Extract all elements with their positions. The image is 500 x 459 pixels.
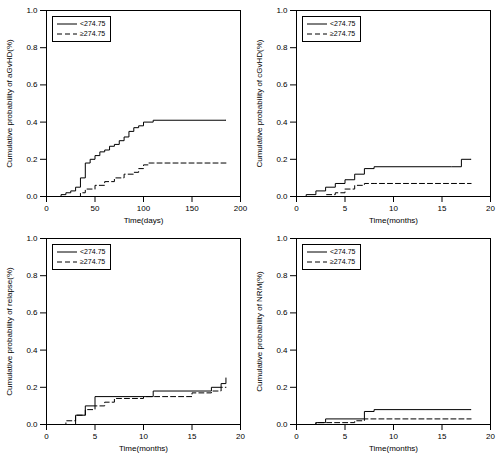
svg-text:Time(months): Time(months) [369, 216, 418, 225]
svg-text:15: 15 [438, 432, 447, 441]
svg-text:0.6: 0.6 [26, 308, 38, 317]
svg-text:0.8: 0.8 [276, 43, 288, 52]
svg-text:150: 150 [185, 204, 199, 213]
svg-text:0.4: 0.4 [26, 118, 38, 127]
svg-text:1.0: 1.0 [276, 6, 288, 15]
html-text:<274.75: <274.75 [80, 20, 106, 27]
svg-text:0.0: 0.0 [26, 420, 38, 429]
svg-text:10: 10 [139, 432, 148, 441]
svg-text:20: 20 [486, 432, 495, 441]
svg-text:5: 5 [93, 432, 98, 441]
html-text:<274.75: <274.75 [80, 248, 106, 255]
svg-text:1.0: 1.0 [276, 234, 288, 243]
svg-text:Time(months): Time(months) [369, 444, 418, 453]
svg-text:20: 20 [236, 432, 245, 441]
svg-text:0.6: 0.6 [276, 308, 288, 317]
svg-text:200: 200 [234, 204, 248, 213]
svg-text:0.0: 0.0 [276, 192, 288, 201]
svg-text:10: 10 [389, 432, 398, 441]
html-text:≥274.75: ≥274.75 [330, 258, 356, 265]
svg-text:0.2: 0.2 [26, 155, 38, 164]
svg-text:Cumulative probability of NRM(: Cumulative probability of NRM(%) [255, 271, 264, 392]
svg-text:0.4: 0.4 [276, 346, 288, 355]
svg-text:0.8: 0.8 [26, 43, 38, 52]
svg-text:15: 15 [438, 204, 447, 213]
html-text:≥274.75: ≥274.75 [80, 30, 106, 37]
svg-text:0.2: 0.2 [276, 155, 288, 164]
svg-text:0.4: 0.4 [276, 118, 288, 127]
svg-text:50: 50 [91, 204, 100, 213]
html-text:≥274.75: ≥274.75 [330, 30, 356, 37]
svg-text:0.0: 0.0 [276, 420, 288, 429]
svg-text:0: 0 [294, 432, 299, 441]
svg-text:0.8: 0.8 [276, 271, 288, 280]
svg-text:Cumulative probability of cGvH: Cumulative probability of cGvHD(%) [255, 39, 264, 167]
svg-text:Cumulative probability of rela: Cumulative probability of relapse(%) [5, 267, 14, 396]
svg-text:0: 0 [44, 204, 49, 213]
svg-text:1.0: 1.0 [26, 6, 38, 15]
svg-text:0.0: 0.0 [26, 192, 38, 201]
svg-text:0.6: 0.6 [276, 80, 288, 89]
svg-text:0.2: 0.2 [26, 383, 38, 392]
svg-text:0.2: 0.2 [276, 383, 288, 392]
svg-text:1.0: 1.0 [26, 234, 38, 243]
svg-text:0: 0 [294, 204, 299, 213]
svg-text:0.4: 0.4 [26, 346, 38, 355]
svg-text:5: 5 [343, 432, 348, 441]
svg-text:0: 0 [44, 432, 49, 441]
svg-text:0.8: 0.8 [26, 271, 38, 280]
svg-text:Cumulative probability of aGvH: Cumulative probability of aGvHD(%) [5, 39, 14, 168]
svg-text:20: 20 [486, 204, 495, 213]
html-text:≥274.75: ≥274.75 [80, 258, 106, 265]
html-text:<274.75: <274.75 [330, 248, 356, 255]
svg-text:100: 100 [137, 204, 151, 213]
svg-text:10: 10 [389, 204, 398, 213]
svg-text:5: 5 [343, 204, 348, 213]
svg-text:Time(months): Time(months) [119, 444, 168, 453]
svg-text:Time(days): Time(days) [124, 216, 164, 225]
html-text:<274.75: <274.75 [330, 20, 356, 27]
svg-text:0.6: 0.6 [26, 80, 38, 89]
svg-text:15: 15 [188, 432, 197, 441]
